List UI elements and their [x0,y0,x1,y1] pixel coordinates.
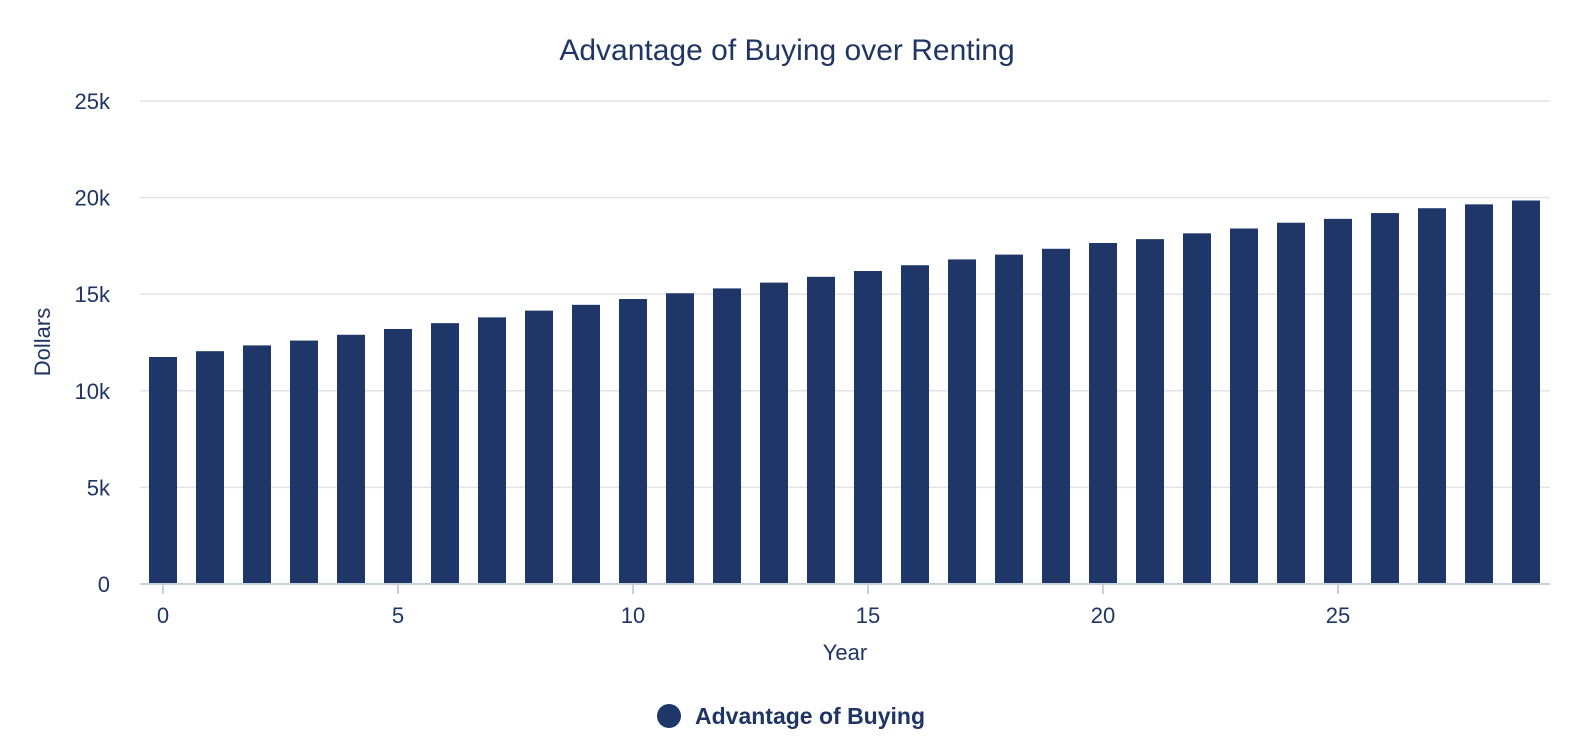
y-axis-label: Dollars [30,308,55,376]
bar[interactable] [337,334,365,584]
bar[interactable] [525,310,553,584]
bar[interactable] [995,254,1023,584]
bar[interactable] [478,317,506,584]
bar[interactable] [713,288,741,584]
y-tick-label: 5k [87,475,111,500]
y-tick-labels: 0 5k 10k 15k 20k 25k [75,89,111,597]
legend-label: Advantage of Buying [695,703,925,729]
legend-marker [657,704,681,728]
bar[interactable] [196,351,224,584]
x-axis-label: Year [823,640,867,665]
bar[interactable] [572,304,600,584]
x-tick-label: 15 [856,603,880,628]
legend[interactable]: Advantage of Buying [657,703,925,729]
bar[interactable] [1277,222,1305,584]
x-tick-labels: 0 5 10 15 20 25 [157,584,1350,628]
y-tick-label: 10k [75,379,111,404]
bars [149,200,1540,585]
x-tick-label: 20 [1091,603,1115,628]
x-tick-label: 0 [157,603,169,628]
y-tick-label: 15k [75,282,111,307]
bar[interactable] [290,340,318,584]
y-tick-label: 0 [98,572,110,597]
bar[interactable] [1465,204,1493,584]
x-tick-label: 25 [1326,603,1350,628]
x-tick-label: 10 [621,603,645,628]
y-tick-label: 20k [75,186,111,211]
y-tick-label: 25k [75,89,111,114]
x-tick-label: 5 [392,603,404,628]
bar[interactable] [854,271,882,584]
bar[interactable] [948,259,976,584]
bar[interactable] [807,276,835,584]
bar[interactable] [1371,213,1399,584]
bar[interactable] [243,345,271,584]
bar[interactable] [666,293,694,584]
bar[interactable] [901,265,929,584]
bar[interactable] [1418,208,1446,584]
bar[interactable] [1089,243,1117,584]
grid-lines [140,100,1550,489]
bar[interactable] [1230,228,1258,584]
bar[interactable] [1183,233,1211,585]
bar[interactable] [1324,218,1352,585]
bar[interactable] [1136,239,1164,584]
bar[interactable] [760,282,788,584]
chart-title: Advantage of Buying over Renting [559,34,1014,67]
bar[interactable] [431,323,459,584]
bar[interactable] [384,328,412,584]
bar[interactable] [149,356,177,584]
bar[interactable] [619,299,647,584]
bar[interactable] [1042,248,1070,584]
bar[interactable] [1512,200,1540,585]
